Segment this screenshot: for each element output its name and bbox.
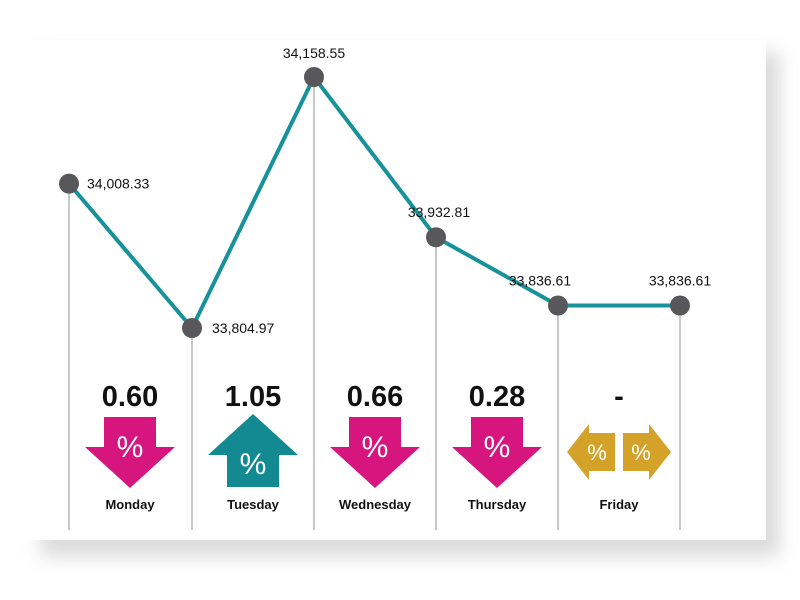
data-label: 34,008.33 bbox=[87, 176, 149, 192]
percent-symbol: % bbox=[117, 431, 144, 464]
data-label: 33,932.81 bbox=[408, 204, 470, 220]
arrow-down-icon: % bbox=[330, 417, 420, 488]
percent-symbol: % bbox=[587, 440, 607, 465]
change-value: 0.28 bbox=[469, 381, 525, 413]
arrow-right-shape bbox=[623, 424, 671, 480]
arrow-up-icon: % bbox=[208, 414, 298, 487]
arrow-down-icon: % bbox=[452, 417, 542, 488]
change-value: 1.05 bbox=[225, 381, 281, 413]
data-point bbox=[426, 227, 446, 248]
arrow-down-icon: % bbox=[85, 417, 175, 488]
arrow-flat-icon: %% bbox=[567, 424, 671, 480]
series-line bbox=[67, 75, 680, 330]
change-value: - bbox=[614, 381, 624, 413]
data-point bbox=[182, 318, 202, 338]
data-label: 34,158.55 bbox=[283, 45, 345, 61]
day-label: Monday bbox=[105, 497, 155, 512]
data-point bbox=[548, 295, 568, 316]
arrow-shape bbox=[85, 417, 175, 488]
data-label: 33,804.97 bbox=[212, 320, 274, 336]
day-label: Wednesday bbox=[339, 497, 412, 512]
day-label: Tuesday bbox=[227, 497, 280, 512]
percent-symbol: % bbox=[240, 448, 267, 481]
arrow-left-shape bbox=[567, 424, 615, 480]
change-value: 0.66 bbox=[347, 381, 403, 413]
percent-symbol: % bbox=[484, 431, 511, 464]
arrow-shape bbox=[208, 414, 298, 487]
day-label: Friday bbox=[599, 497, 639, 512]
data-label: 33,836.61 bbox=[649, 273, 711, 289]
data-label: 33,836.61 bbox=[509, 273, 571, 289]
arrow-shape bbox=[452, 417, 542, 488]
data-point bbox=[670, 295, 690, 316]
data-point bbox=[59, 173, 79, 194]
data-point bbox=[304, 67, 324, 87]
change-value: 0.60 bbox=[102, 381, 158, 413]
arrow-shape bbox=[330, 417, 420, 488]
percent-symbol: % bbox=[631, 440, 651, 465]
percent-symbol: % bbox=[362, 431, 389, 464]
day-label: Thursday bbox=[468, 497, 527, 512]
